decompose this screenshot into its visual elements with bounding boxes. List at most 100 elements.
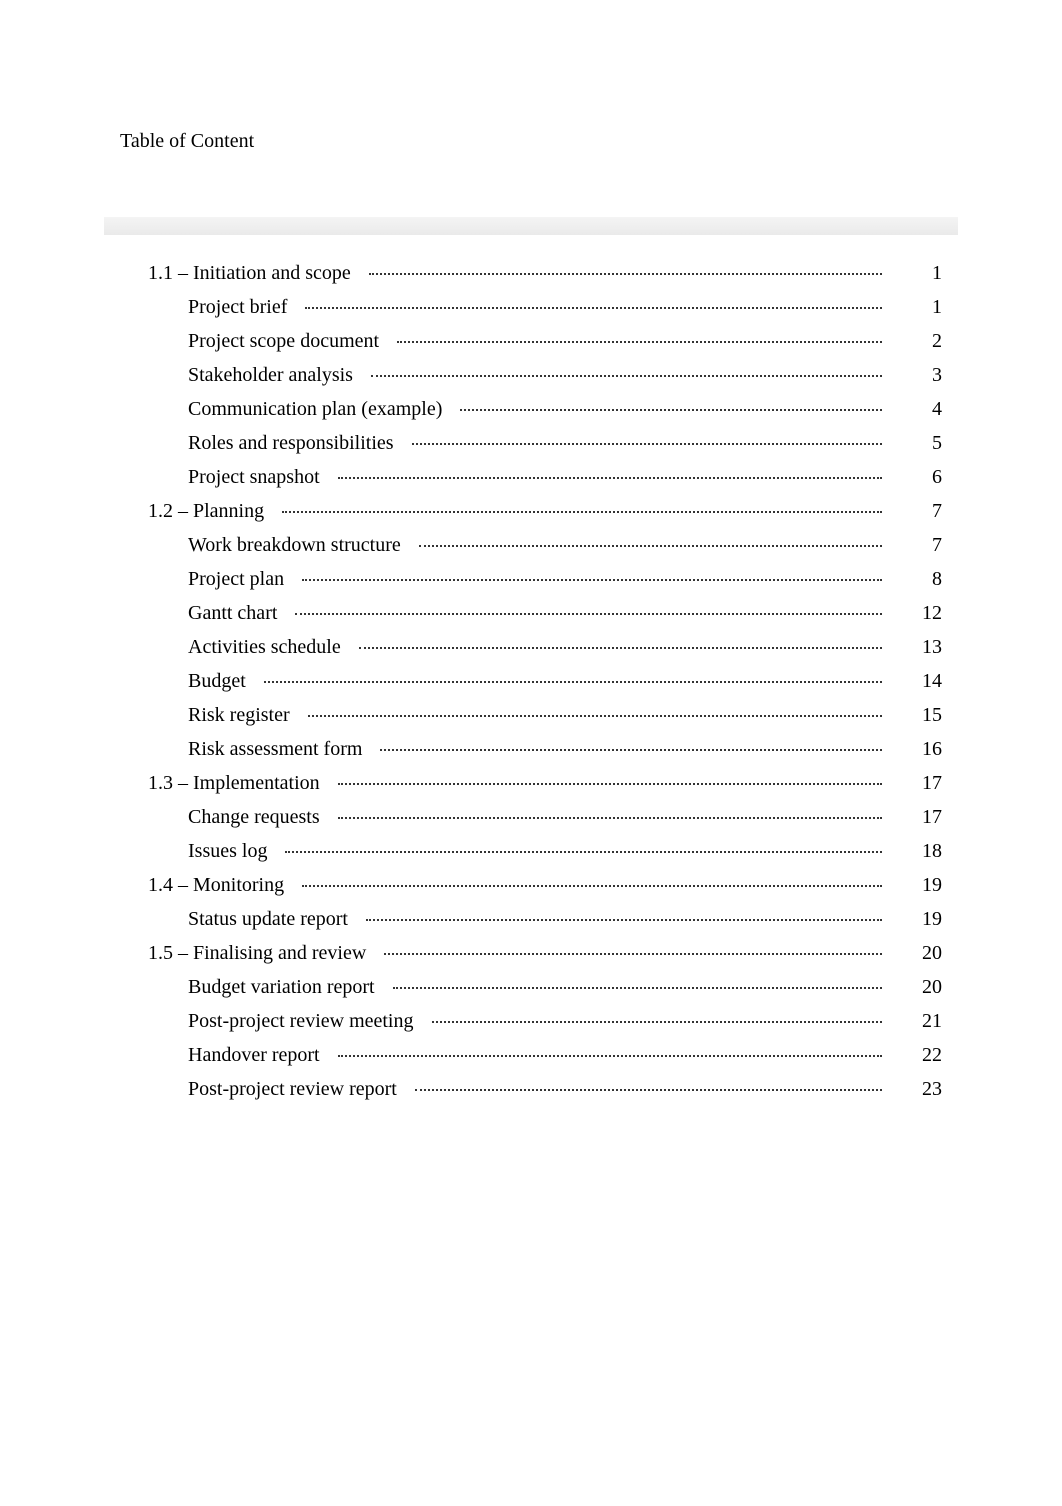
toc-entry-page: 3 <box>914 365 942 385</box>
dot-leader <box>419 545 882 547</box>
toc-entry-label: Handover report <box>188 1045 338 1065</box>
toc-entry-page: 16 <box>914 739 942 759</box>
toc-entry-page: 1 <box>914 263 942 283</box>
toc-row: Handover report 22 <box>120 1045 942 1065</box>
dot-leader <box>397 341 882 343</box>
toc-entry-page: 20 <box>914 943 942 963</box>
dot-leader <box>338 477 882 479</box>
dot-leader <box>460 409 882 411</box>
dot-leader <box>338 1055 882 1057</box>
toc-entry-label: Communication plan (example) <box>188 399 460 419</box>
toc-row: 1.2 – Planning 7 <box>120 501 942 521</box>
toc-entry-page: 19 <box>914 909 942 929</box>
dot-leader <box>308 715 882 717</box>
toc-entry-page: 18 <box>914 841 942 861</box>
toc-entry-label: Change requests <box>188 807 338 827</box>
toc-row: 1.1 – Initiation and scope 1 <box>120 263 942 283</box>
toc-entry-label: Project scope document <box>188 331 397 351</box>
toc-entry-label: 1.5 – Finalising and review <box>148 943 384 963</box>
toc-entry-page: 7 <box>914 501 942 521</box>
toc-entry-label: Budget variation report <box>188 977 393 997</box>
dot-leader <box>384 953 882 955</box>
toc-entry-label: Gantt chart <box>188 603 295 623</box>
dot-leader <box>432 1021 883 1023</box>
toc-entry-page: 1 <box>914 297 942 317</box>
toc-entry-label: 1.3 – Implementation <box>148 773 338 793</box>
toc-entry-page: 15 <box>914 705 942 725</box>
toc-row: Activities schedule 13 <box>120 637 942 657</box>
toc-row: Status update report 19 <box>120 909 942 929</box>
dot-leader <box>285 851 882 853</box>
toc-row: Project scope document 2 <box>120 331 942 351</box>
toc-entry-label: Budget <box>188 671 264 691</box>
toc-entry-label: Post-project review report <box>188 1079 415 1099</box>
toc-entry-page: 8 <box>914 569 942 589</box>
toc-entry-label: Post-project review meeting <box>188 1011 432 1031</box>
dot-leader <box>412 443 882 445</box>
toc-row: Post-project review meeting 21 <box>120 1011 942 1031</box>
dot-leader <box>305 307 882 309</box>
toc-entry-label: 1.2 – Planning <box>148 501 282 521</box>
toc-row: Budget 14 <box>120 671 942 691</box>
toc-entry-label: Activities schedule <box>188 637 359 657</box>
toc-entry-label: Status update report <box>188 909 366 929</box>
toc-entry-label: Project brief <box>188 297 305 317</box>
dot-leader <box>302 579 882 581</box>
toc-row: Project snapshot 6 <box>120 467 942 487</box>
toc-entry-page: 6 <box>914 467 942 487</box>
toc-row: Work breakdown structure 7 <box>120 535 942 555</box>
toc-entry-label: 1.4 – Monitoring <box>148 875 302 895</box>
toc-row: Communication plan (example)4 <box>120 399 942 419</box>
dot-leader <box>380 749 882 751</box>
table-of-contents: 1.1 – Initiation and scope1Project brief… <box>120 263 942 1099</box>
toc-row: Roles and responsibilities 5 <box>120 433 942 453</box>
toc-entry-page: 23 <box>914 1079 942 1099</box>
toc-row: Change requests 17 <box>120 807 942 827</box>
toc-entry-page: 14 <box>914 671 942 691</box>
toc-row: Issues log 18 <box>120 841 942 861</box>
toc-entry-page: 17 <box>914 807 942 827</box>
toc-row: Project plan 8 <box>120 569 942 589</box>
dot-leader <box>369 273 882 275</box>
toc-entry-label: Roles and responsibilities <box>188 433 412 453</box>
dot-leader <box>302 885 882 887</box>
toc-entry-page: 19 <box>914 875 942 895</box>
dot-leader <box>393 987 882 989</box>
toc-row: Stakeholder analysis 3 <box>120 365 942 385</box>
toc-entry-page: 20 <box>914 977 942 997</box>
dot-leader <box>282 511 882 513</box>
toc-entry-label: Risk assessment form <box>188 739 380 759</box>
toc-entry-page: 21 <box>914 1011 942 1031</box>
toc-entry-label: 1.1 – Initiation and scope <box>148 263 369 283</box>
toc-row: Post-project review report 23 <box>120 1079 942 1099</box>
toc-row: Risk assessment form 16 <box>120 739 942 759</box>
toc-row: Gantt chart 12 <box>120 603 942 623</box>
dot-leader <box>338 783 882 785</box>
dot-leader <box>338 817 882 819</box>
toc-row: 1.5 – Finalising and review 20 <box>120 943 942 963</box>
dot-leader <box>371 375 882 377</box>
page-title: Table of Content <box>120 130 942 153</box>
dot-leader <box>366 919 882 921</box>
document-page: Table of Content 1.1 – Initiation and sc… <box>0 0 1062 1099</box>
toc-entry-label: Work breakdown structure <box>188 535 419 555</box>
divider-bar <box>104 217 958 235</box>
toc-row: Risk register 15 <box>120 705 942 725</box>
toc-entry-page: 2 <box>914 331 942 351</box>
toc-row: Budget variation report 20 <box>120 977 942 997</box>
toc-entry-label: Issues log <box>188 841 285 861</box>
toc-entry-page: 5 <box>914 433 942 453</box>
toc-entry-page: 22 <box>914 1045 942 1065</box>
toc-entry-page: 17 <box>914 773 942 793</box>
dot-leader <box>264 681 882 683</box>
toc-entry-page: 13 <box>914 637 942 657</box>
dot-leader <box>295 613 882 615</box>
toc-entry-page: 12 <box>914 603 942 623</box>
toc-row: Project brief 1 <box>120 297 942 317</box>
toc-entry-label: Project snapshot <box>188 467 338 487</box>
toc-entry-label: Stakeholder analysis <box>188 365 371 385</box>
toc-entry-label: Risk register <box>188 705 308 725</box>
toc-row: 1.4 – Monitoring 19 <box>120 875 942 895</box>
toc-entry-page: 7 <box>914 535 942 555</box>
toc-entry-label: Project plan <box>188 569 302 589</box>
